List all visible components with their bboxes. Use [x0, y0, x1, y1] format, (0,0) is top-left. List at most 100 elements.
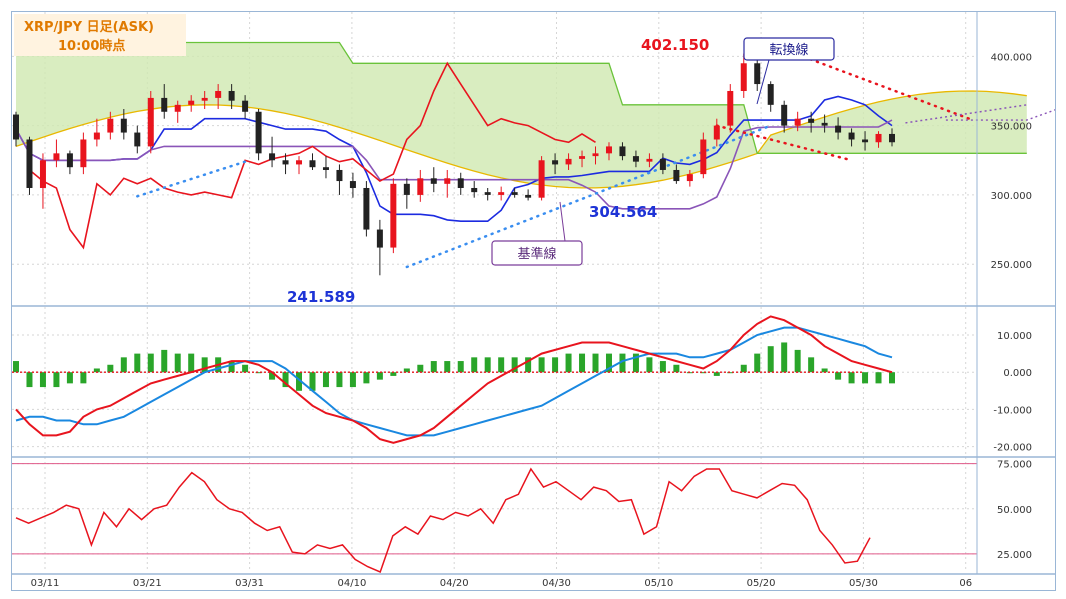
oscillator-panel: [12, 463, 977, 574]
macd-histogram-bar: [659, 361, 666, 373]
macd-histogram-bar: [336, 372, 343, 388]
candle-body: [605, 146, 612, 154]
candle-body: [659, 158, 666, 170]
chart-frame: 03/11 03/21 03/31 04/10 04/20 04/30 05/10 05/20…: [11, 11, 1066, 591]
macd-histogram-bar: [673, 364, 680, 373]
macd-histogram-bar: [848, 372, 855, 384]
macd-histogram-bar: [376, 372, 383, 380]
candle-body: [794, 118, 801, 126]
candle-body: [673, 169, 680, 182]
candle-body: [754, 63, 761, 85]
macd-histogram-bar: [511, 357, 518, 373]
macd-histogram-bar: [188, 353, 195, 373]
x-tick-label: 04/30: [542, 578, 571, 589]
kijun-line: [15, 119, 893, 210]
candle-body: [349, 181, 356, 188]
y-tick-label: 50.000: [997, 505, 1032, 516]
candle-body: [13, 114, 19, 140]
macd-histogram-bar: [269, 372, 276, 380]
candle-body: [120, 118, 127, 133]
candle-body: [53, 153, 60, 161]
candle-body: [862, 139, 869, 143]
candle-body: [201, 97, 208, 101]
macd-histogram-bar: [296, 372, 303, 391]
candle-body: [296, 160, 303, 165]
macd-histogram-bar: [457, 361, 464, 373]
candle-body: [767, 84, 774, 105]
candle-body: [619, 146, 626, 157]
low-label: 241.589: [287, 288, 355, 306]
macd-histogram-bar: [403, 368, 410, 373]
candle-body: [363, 187, 370, 230]
macd-histogram-bar: [862, 372, 869, 384]
candle-body: [80, 139, 87, 168]
candle-body: [228, 90, 235, 101]
x-tick-label: 03/21: [133, 578, 162, 589]
candle-body: [498, 192, 505, 195]
macd-histogram-bar: [255, 372, 262, 374]
macd-histogram-bar: [538, 357, 545, 373]
macd-signal-line: [15, 326, 893, 437]
macd-histogram-bar: [147, 353, 154, 373]
macd-histogram-bar: [282, 372, 289, 388]
candle-body: [579, 156, 586, 159]
tenkan-line: [15, 95, 893, 222]
macd-histogram-bar: [713, 372, 720, 376]
macd-histogram-bar: [39, 372, 46, 388]
projection-arrow-line: [945, 105, 1066, 121]
macd-histogram-bar: [592, 353, 599, 373]
y-tick-label: 300.000: [991, 191, 1032, 202]
ichimoku-chart: 03/11 03/21 03/31 04/10 04/20 04/30 05/10 05/20…: [12, 12, 1066, 590]
candle-body: [808, 118, 815, 123]
chart-subtitle: 10:00時点: [58, 38, 125, 54]
x-tick-label: 05/30: [849, 578, 878, 589]
macd-histogram-bar: [242, 364, 249, 373]
macd-histogram-bar: [363, 372, 370, 384]
candle-body: [26, 139, 33, 188]
candle-body: [390, 183, 397, 248]
x-tick-label: 03/11: [31, 578, 60, 589]
macd-histogram-bar: [120, 357, 127, 373]
macd-histogram-bar: [835, 372, 842, 380]
candle-body: [188, 100, 195, 105]
candle-body: [444, 178, 451, 184]
x-tick-label: 03/31: [235, 578, 264, 589]
candle-body: [376, 229, 383, 248]
macd-histogram-bar: [525, 357, 532, 373]
candle-body: [66, 153, 73, 168]
macd-histogram-bar: [781, 342, 788, 373]
candle-body: [282, 160, 289, 165]
candle-body: [174, 104, 181, 112]
macd-histogram-bar: [134, 353, 141, 373]
macd-histogram-bar: [201, 357, 208, 373]
title-box: [14, 14, 186, 56]
resistance-trendline-b: [782, 48, 975, 122]
candle-body: [592, 153, 599, 157]
macd-histogram-bar: [430, 361, 437, 373]
macd-histogram-bar: [107, 364, 114, 373]
candle-body: [336, 169, 343, 182]
candlesticks: [13, 53, 895, 276]
macd-histogram-bar: [727, 372, 734, 374]
candle-body: [269, 153, 276, 161]
candle-body: [835, 125, 842, 133]
y-tick-label: 75.000: [997, 460, 1032, 471]
candle-body: [646, 158, 653, 162]
macd-histogram-bar: [794, 349, 801, 373]
chart-title: XRP/JPY 日足(ASK): [24, 20, 154, 35]
candle-body: [740, 63, 747, 91]
candle-body: [686, 174, 693, 182]
tenkan-pointer: [756, 59, 770, 105]
y-tick-label: -10.000: [993, 405, 1032, 416]
macd-histogram-bar: [349, 372, 356, 388]
macd-histogram-bar: [484, 357, 491, 373]
macd-panel: [12, 315, 895, 444]
candle-body: [875, 133, 882, 143]
macd-histogram-bar: [417, 364, 424, 373]
candle-body: [134, 132, 141, 147]
macd-histogram-bar: [26, 372, 33, 388]
candle-body: [713, 125, 720, 140]
macd-histogram-bar: [605, 353, 612, 373]
candle-body: [107, 118, 114, 133]
axes: 03/11 03/21 03/31 04/10 04/20 04/30 05/10 05/20…: [12, 12, 1055, 589]
